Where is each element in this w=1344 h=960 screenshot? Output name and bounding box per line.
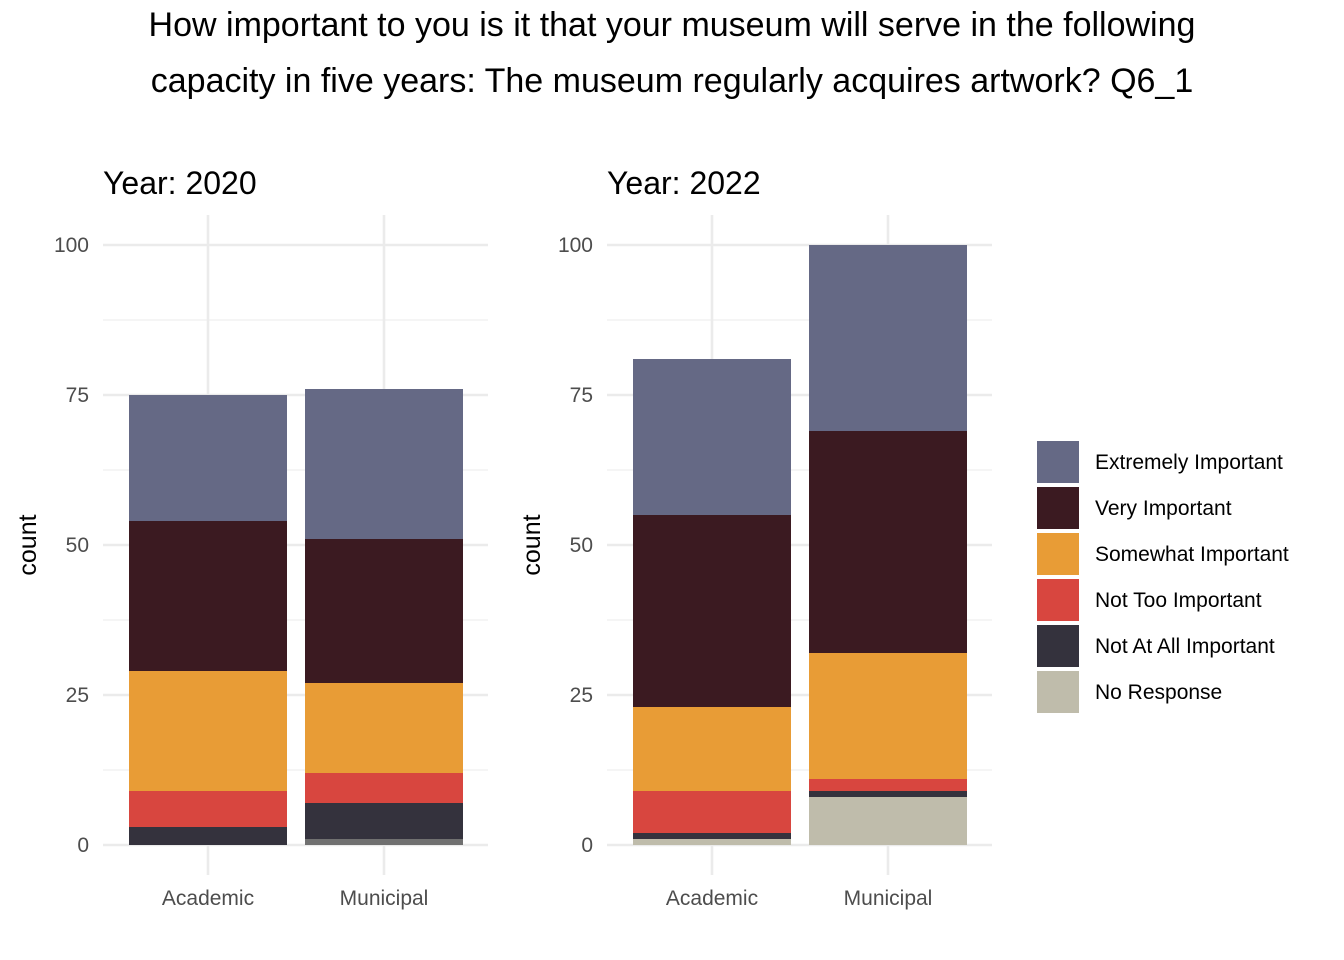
- x-tick-label: Academic: [162, 887, 254, 910]
- panel-title: Year: 2020: [103, 165, 257, 201]
- chart-title-line-1: How important to you is it that your mus…: [149, 6, 1196, 44]
- legend-item-not-at-all-important: Not At All Important: [1037, 625, 1275, 667]
- y-tick-label: 25: [570, 684, 593, 707]
- y-tick-label: 75: [570, 384, 593, 407]
- legend-key: [1037, 625, 1079, 667]
- legend-label: Somewhat Important: [1095, 543, 1289, 566]
- bar-segment-very-important: [305, 539, 463, 683]
- bar-segment-no-response: [809, 797, 967, 845]
- bar-segment-not-at-all-important: [809, 791, 967, 797]
- bar-segment-not-at-all-important: [305, 803, 463, 839]
- legend-item-extremely-important: Extremely Important: [1037, 441, 1283, 483]
- legend-item-no-response: No Response: [1037, 671, 1222, 713]
- legend-label: Extremely Important: [1095, 451, 1283, 474]
- facet-panels: Year: 2020 0 25 50 75 100 count Academic Municip…: [14, 165, 992, 910]
- bar-academic: [633, 359, 791, 845]
- bar-segment-extremely-important: [305, 389, 463, 539]
- y-tick-label: 0: [581, 834, 593, 857]
- legend: Extremely Important Very Important Somewha…: [1037, 441, 1289, 713]
- legend-label: No Response: [1095, 681, 1222, 704]
- x-tick-label: Municipal: [340, 887, 429, 910]
- bar-municipal: [305, 389, 463, 845]
- bar-segment-not-too-important: [129, 791, 287, 827]
- bar-segment-not-at-all-important: [129, 827, 287, 845]
- facet-panel-year-2020: Year: 2020 0 25 50 75 100 count Academic Municip…: [14, 165, 488, 910]
- y-tick-label: 0: [77, 834, 89, 857]
- y-tick-label: 100: [558, 234, 593, 257]
- bar-segment-extremely-important: [129, 395, 287, 521]
- bar-segment-extremely-important: [809, 245, 967, 431]
- legend-key: [1037, 579, 1079, 621]
- bar-segment-not-too-important: [633, 791, 791, 833]
- bar-segment-not-at-all-important: [633, 833, 791, 839]
- y-axis-label: count: [518, 514, 546, 575]
- y-tick-label: 50: [66, 534, 89, 557]
- legend-key: [1037, 487, 1079, 529]
- y-axis-label: count: [14, 514, 42, 575]
- bar-segment-no-response: [633, 839, 791, 845]
- panel-title: Year: 2022: [607, 165, 761, 201]
- legend-item-not-too-important: Not Too Important: [1037, 579, 1262, 621]
- bar-academic: [129, 395, 287, 845]
- bar-segment-very-important: [809, 431, 967, 653]
- chart-title-line-2: capacity in five years: The museum regul…: [151, 62, 1194, 100]
- bar-segment-somewhat-important: [633, 707, 791, 791]
- legend-item-somewhat-important: Somewhat Important: [1037, 533, 1289, 575]
- bar-municipal: [809, 245, 967, 845]
- legend-label: Not At All Important: [1095, 635, 1275, 658]
- x-tick-label: Municipal: [844, 887, 933, 910]
- bar-segment-somewhat-important: [305, 683, 463, 773]
- y-tick-label: 50: [570, 534, 593, 557]
- y-tick-label: 75: [66, 384, 89, 407]
- bar-segment-not-too-important: [305, 773, 463, 803]
- bar-segment-somewhat-important: [809, 653, 967, 779]
- bar-segment-extremely-important: [633, 359, 791, 515]
- facet-panel-year-2022: Year: 2022 0 25 50 75 100 count Academic Municip…: [518, 165, 992, 910]
- bar-segment-very-important: [633, 515, 791, 707]
- bar-segment-somewhat-important: [129, 671, 287, 791]
- legend-label: Very Important: [1095, 497, 1232, 520]
- legend-item-very-important: Very Important: [1037, 487, 1232, 529]
- legend-key: [1037, 533, 1079, 575]
- bar-segment-very-important: [129, 521, 287, 671]
- legend-key: [1037, 441, 1079, 483]
- legend-label: Not Too Important: [1095, 589, 1262, 612]
- y-tick-label: 100: [54, 234, 89, 257]
- x-tick-label: Academic: [666, 887, 758, 910]
- bar-segment-not-too-important: [809, 779, 967, 791]
- bar-segment-missing: [305, 839, 463, 845]
- legend-key: [1037, 671, 1079, 713]
- y-tick-label: 25: [66, 684, 89, 707]
